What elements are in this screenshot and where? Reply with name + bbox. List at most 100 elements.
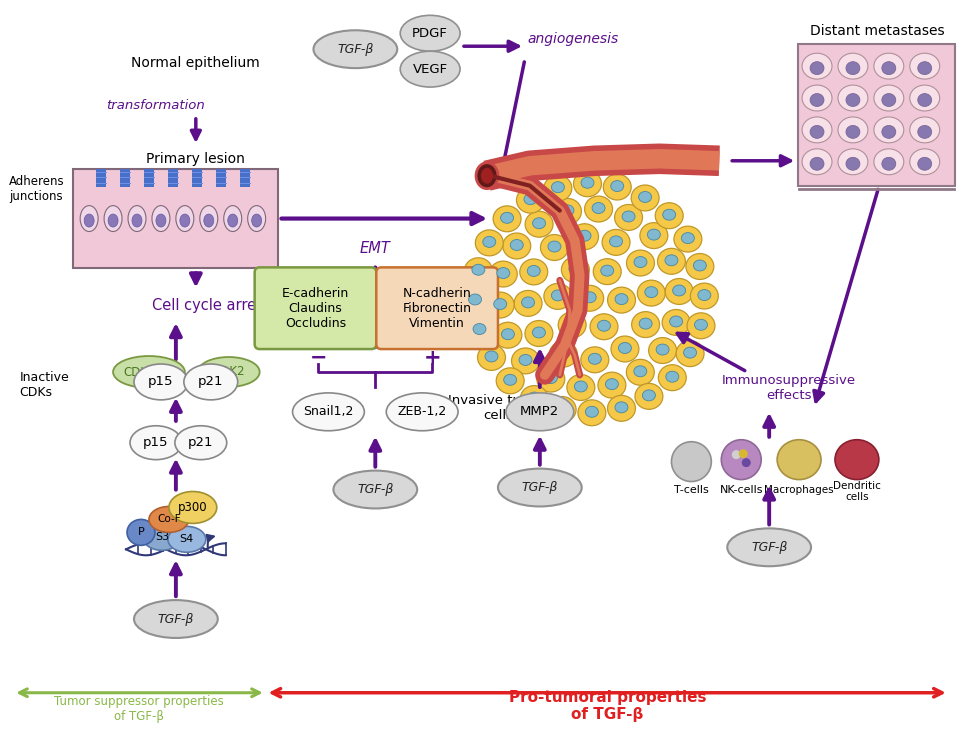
Ellipse shape xyxy=(683,347,697,358)
Ellipse shape xyxy=(585,196,613,222)
Ellipse shape xyxy=(156,214,166,227)
Ellipse shape xyxy=(476,163,498,189)
Ellipse shape xyxy=(635,383,663,409)
Ellipse shape xyxy=(525,320,553,346)
Ellipse shape xyxy=(581,346,609,373)
Ellipse shape xyxy=(802,85,832,111)
Ellipse shape xyxy=(134,600,218,638)
Ellipse shape xyxy=(143,524,180,550)
Ellipse shape xyxy=(846,61,860,75)
Ellipse shape xyxy=(578,230,591,241)
Ellipse shape xyxy=(473,324,486,335)
Bar xyxy=(168,169,178,186)
Ellipse shape xyxy=(465,317,493,343)
Ellipse shape xyxy=(615,402,628,413)
Ellipse shape xyxy=(562,257,590,283)
Text: Dendritic
cells: Dendritic cells xyxy=(833,481,881,502)
Text: TGF-β: TGF-β xyxy=(337,42,373,56)
Ellipse shape xyxy=(656,344,669,355)
Ellipse shape xyxy=(846,94,860,107)
Text: MMP2: MMP2 xyxy=(520,405,560,418)
Ellipse shape xyxy=(690,283,718,309)
Ellipse shape xyxy=(556,403,568,414)
Ellipse shape xyxy=(511,348,539,374)
Ellipse shape xyxy=(461,287,489,314)
Ellipse shape xyxy=(496,368,524,394)
Ellipse shape xyxy=(502,329,514,340)
Text: EMT: EMT xyxy=(360,241,391,256)
Text: Macrophages: Macrophages xyxy=(764,485,834,495)
Ellipse shape xyxy=(476,230,504,256)
Ellipse shape xyxy=(558,312,586,338)
Text: Cell cycle arrest: Cell cycle arrest xyxy=(152,298,269,313)
Ellipse shape xyxy=(565,319,579,330)
Ellipse shape xyxy=(248,205,265,232)
Text: p300: p300 xyxy=(178,501,207,514)
Ellipse shape xyxy=(516,187,544,213)
Ellipse shape xyxy=(655,202,683,229)
Ellipse shape xyxy=(918,61,931,75)
Ellipse shape xyxy=(570,224,598,250)
Ellipse shape xyxy=(501,212,513,223)
Ellipse shape xyxy=(634,257,647,268)
Ellipse shape xyxy=(149,507,189,532)
Ellipse shape xyxy=(673,285,686,296)
Text: Immunosuppressive
effects: Immunosuppressive effects xyxy=(722,374,856,402)
Ellipse shape xyxy=(634,366,647,376)
Ellipse shape xyxy=(578,400,606,425)
Ellipse shape xyxy=(525,211,553,237)
Ellipse shape xyxy=(252,214,262,227)
Bar xyxy=(96,169,106,186)
Bar xyxy=(192,169,202,186)
FancyBboxPatch shape xyxy=(255,268,376,349)
Ellipse shape xyxy=(802,53,832,79)
Ellipse shape xyxy=(576,285,604,311)
Ellipse shape xyxy=(128,205,146,232)
Ellipse shape xyxy=(204,214,214,227)
Text: VEGF: VEGF xyxy=(413,63,448,75)
Ellipse shape xyxy=(519,355,532,366)
Ellipse shape xyxy=(544,373,558,384)
Ellipse shape xyxy=(168,526,206,553)
Ellipse shape xyxy=(838,53,868,79)
Ellipse shape xyxy=(574,381,588,392)
Text: CDK4/6: CDK4/6 xyxy=(123,366,167,379)
Ellipse shape xyxy=(658,365,686,390)
Ellipse shape xyxy=(583,292,596,303)
Ellipse shape xyxy=(639,318,652,329)
Ellipse shape xyxy=(882,94,896,107)
Ellipse shape xyxy=(533,327,545,338)
Ellipse shape xyxy=(200,205,218,232)
Ellipse shape xyxy=(198,357,260,387)
Ellipse shape xyxy=(657,249,685,274)
Ellipse shape xyxy=(537,366,565,392)
Text: +: + xyxy=(424,348,441,368)
Ellipse shape xyxy=(838,85,868,111)
Text: angiogenesis: angiogenesis xyxy=(528,32,620,46)
Ellipse shape xyxy=(478,344,506,371)
Ellipse shape xyxy=(598,372,626,398)
Ellipse shape xyxy=(874,149,904,175)
Text: −: − xyxy=(310,348,327,368)
Text: PDGF: PDGF xyxy=(412,27,448,39)
Ellipse shape xyxy=(464,258,492,284)
Ellipse shape xyxy=(910,149,940,175)
Ellipse shape xyxy=(593,202,605,213)
Ellipse shape xyxy=(528,392,540,403)
Ellipse shape xyxy=(84,214,95,227)
Bar xyxy=(144,169,154,186)
Ellipse shape xyxy=(882,61,896,75)
Ellipse shape xyxy=(731,450,741,459)
Text: Snail1,2: Snail1,2 xyxy=(303,405,353,418)
Text: TGF-β: TGF-β xyxy=(522,481,558,494)
Ellipse shape xyxy=(113,356,185,388)
Ellipse shape xyxy=(485,351,498,362)
Ellipse shape xyxy=(910,53,940,79)
Ellipse shape xyxy=(846,126,860,138)
Ellipse shape xyxy=(882,157,896,170)
Text: p15: p15 xyxy=(143,436,169,450)
Ellipse shape xyxy=(686,254,714,279)
Ellipse shape xyxy=(611,336,639,362)
Ellipse shape xyxy=(589,353,601,364)
Ellipse shape xyxy=(548,241,561,252)
